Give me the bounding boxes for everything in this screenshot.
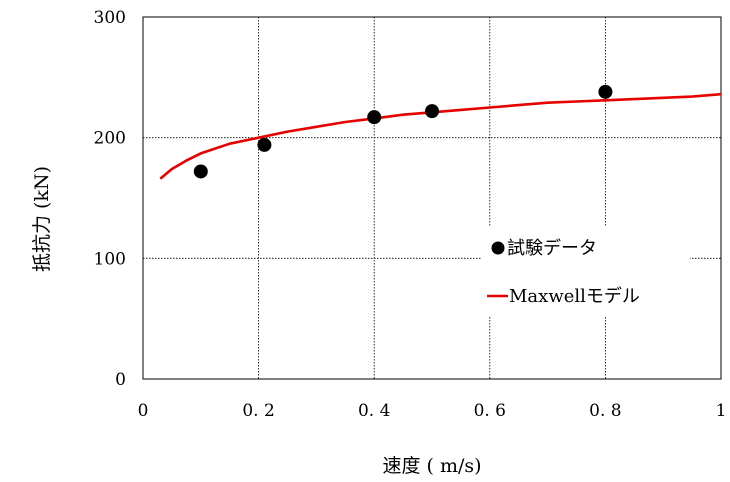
data-point-test [367,110,382,125]
y-axis-label: 抵抗力 (kN) [31,166,53,272]
data-point-test [598,84,613,99]
grid [143,17,721,379]
data-point-test [193,164,208,179]
y-tick-label: 200 [94,129,126,149]
y-tick-label: 0 [115,370,126,390]
y-tick-label: 100 [94,249,126,269]
data-point-test [425,104,439,119]
data-marks [159,84,722,180]
series-line-maxwell [159,92,722,180]
legend: 試験データ Maxwellモデル [482,226,690,316]
legend-marker-test-data [491,241,505,255]
x-axis-label: 速度 ( m/s) [382,455,481,477]
x-tick-label: 0. 8 [589,401,621,421]
x-tick-label: 0. 4 [358,401,390,421]
legend-background [482,226,690,316]
legend-label-maxwell: Maxwellモデル [509,286,640,307]
legend-label-test-data: 試験データ [507,238,597,259]
x-tick-label: 0 [138,401,149,421]
x-tick-label: 1 [716,401,727,421]
x-tick-label: 0. 6 [474,401,506,421]
tick-labels: 0 0. 2 0. 4 0. 6 0. 8 1 0 100 200 300 [94,8,727,421]
x-tick-label: 0. 2 [242,401,274,421]
plot-frame [142,16,722,380]
y-tick-label: 300 [94,8,126,28]
data-point-test [257,137,272,152]
